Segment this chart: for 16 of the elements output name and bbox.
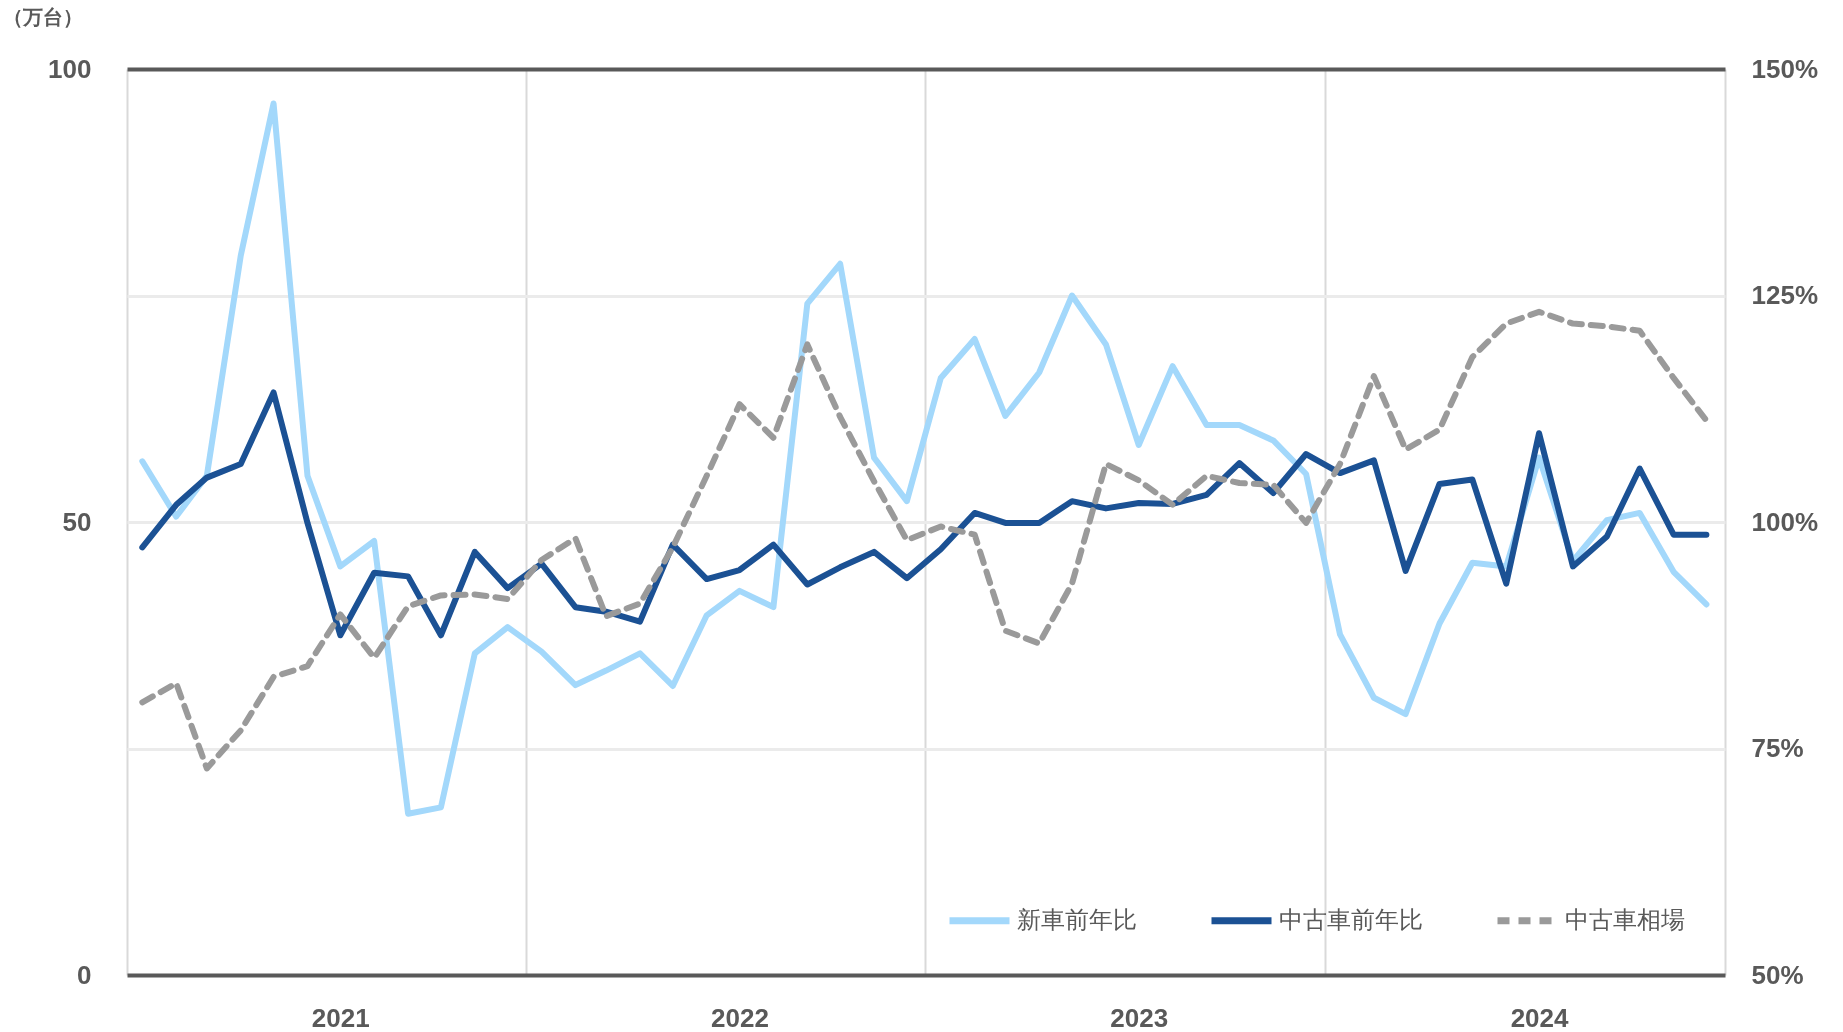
y2-tick-label: 150% bbox=[1751, 53, 1818, 84]
y-tick-label: 0 bbox=[77, 959, 92, 990]
y-axis-title: （万台） bbox=[2, 5, 83, 28]
y2-tick-label: 100% bbox=[1751, 506, 1818, 537]
y-tick-label: 50 bbox=[62, 506, 92, 537]
x-tick-label: 2023 bbox=[1110, 1002, 1169, 1032]
y-tick-label: 100 bbox=[48, 53, 92, 84]
y2-tick-label: 75% bbox=[1751, 733, 1804, 763]
x-tick-label: 2024 bbox=[1510, 1002, 1570, 1032]
legend-label: 中古車相場 bbox=[1565, 905, 1685, 933]
legend-label: 新車前年比 bbox=[1017, 905, 1137, 933]
x-tick-label: 2021 bbox=[311, 1002, 370, 1032]
legend-label: 中古車前年比 bbox=[1279, 905, 1423, 933]
x-tick-label: 2022 bbox=[711, 1002, 769, 1032]
y2-tick-label: 125% bbox=[1751, 280, 1818, 310]
y2-tick-label: 50% bbox=[1751, 959, 1804, 990]
